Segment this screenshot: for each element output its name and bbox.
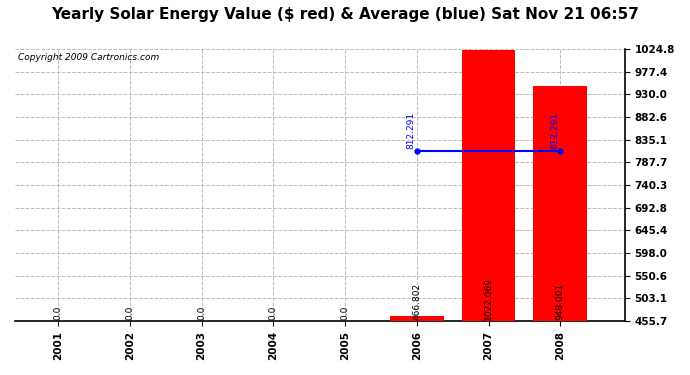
Text: 0.0: 0.0 <box>126 306 135 320</box>
Text: 0.0: 0.0 <box>341 306 350 320</box>
Text: 0.0: 0.0 <box>269 306 278 320</box>
Text: 0.0: 0.0 <box>197 306 206 320</box>
Text: 0.0: 0.0 <box>54 306 63 320</box>
Text: Copyright 2009 Cartronics.com: Copyright 2009 Cartronics.com <box>18 53 159 62</box>
Text: Yearly Solar Energy Value ($ red) & Average (blue) Sat Nov 21 06:57: Yearly Solar Energy Value ($ red) & Aver… <box>51 8 639 22</box>
Text: 1022.069: 1022.069 <box>484 277 493 320</box>
Text: 948.001: 948.001 <box>556 282 565 320</box>
Bar <box>462 50 515 321</box>
Text: 812.291: 812.291 <box>406 112 415 149</box>
Text: 466.802: 466.802 <box>413 283 422 320</box>
Text: 812.291: 812.291 <box>550 112 559 149</box>
Bar <box>390 316 444 321</box>
Bar <box>533 86 587 321</box>
